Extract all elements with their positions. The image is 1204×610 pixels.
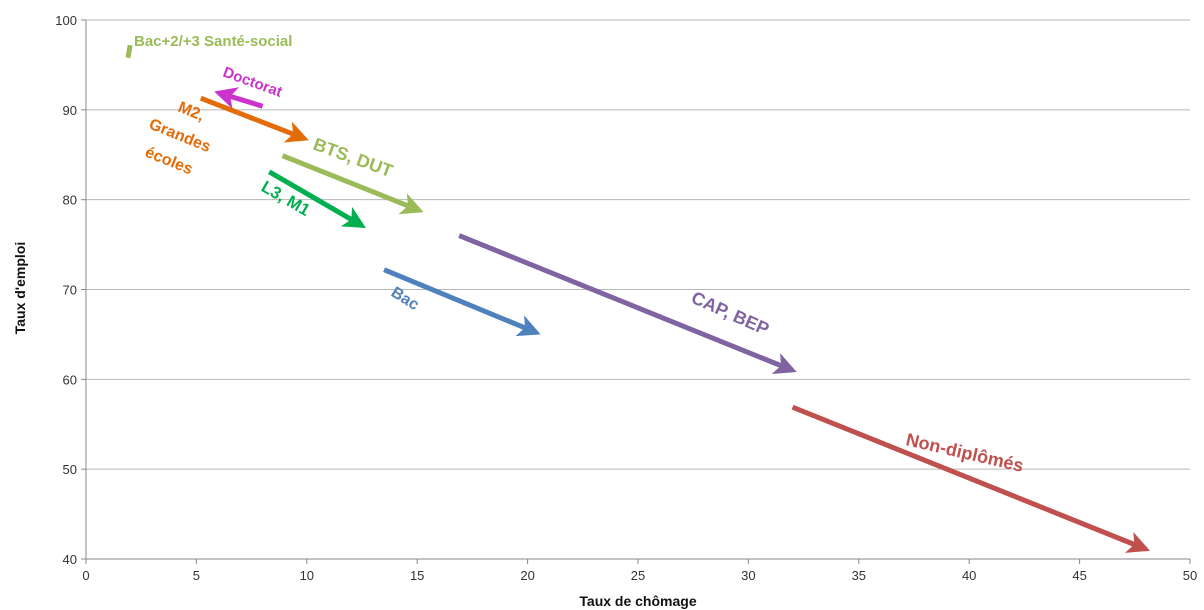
- series-label: écoles: [143, 144, 196, 178]
- y-tick-label: 60: [63, 372, 77, 387]
- series-arrow: [459, 236, 792, 371]
- series-label: Bac+2/+3 Santé-social: [134, 33, 292, 50]
- x-tick-label: 15: [410, 568, 424, 583]
- y-tick-label: 90: [63, 103, 77, 118]
- y-tick-label: 80: [63, 193, 77, 208]
- series-labels: Bac+2/+3 Santé-socialDoctoratM2,Grandesé…: [134, 33, 1026, 476]
- x-tick-label: 25: [631, 568, 645, 583]
- x-tick-label: 35: [852, 568, 866, 583]
- x-tick-label: 30: [741, 568, 755, 583]
- x-tick-label: 45: [1072, 568, 1086, 583]
- x-tick-label: 50: [1183, 568, 1197, 583]
- y-tick-label: 40: [63, 552, 77, 567]
- x-tick-labels: 0 5 10 15 20 25 30 35 40 45 50: [82, 559, 1197, 583]
- x-tick-label: 0: [82, 568, 89, 583]
- series-label: Bac: [388, 284, 422, 314]
- x-axis-title: Taux de chômage: [579, 593, 696, 609]
- x-tick-label: 10: [300, 568, 314, 583]
- y-tick-label: 50: [63, 462, 77, 477]
- series-arrow: [128, 45, 130, 58]
- y-tick-label: 100: [55, 13, 77, 28]
- y-tick-labels: 40 50 60 70 80 90 100: [55, 13, 86, 567]
- series-arrows: [128, 45, 1146, 549]
- y-tick-label: 70: [63, 283, 77, 298]
- x-tick-label: 40: [962, 568, 976, 583]
- x-tick-label: 5: [193, 568, 200, 583]
- series-arrow: [793, 407, 1146, 549]
- series-arrow: [218, 93, 262, 106]
- y-axis-title: Taux d'emploi: [12, 242, 28, 335]
- x-tick-label: 20: [520, 568, 534, 583]
- series-label: M2,: [176, 99, 207, 125]
